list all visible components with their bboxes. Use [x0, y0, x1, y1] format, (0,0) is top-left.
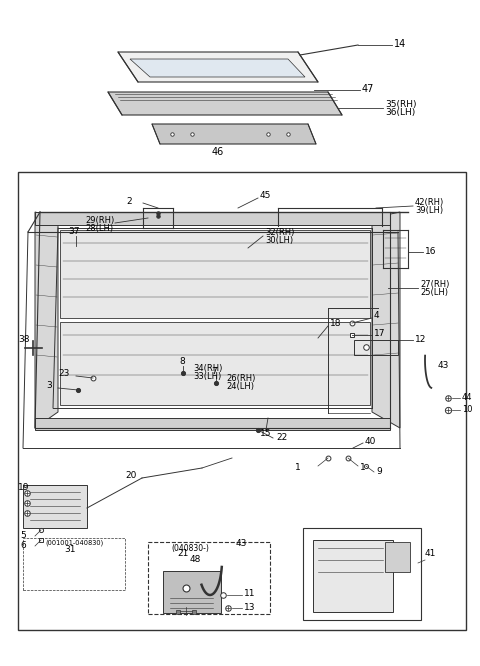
Bar: [303, 528, 421, 620]
Text: 25(LH): 25(LH): [420, 288, 448, 298]
Bar: [354, 340, 398, 355]
Text: 47: 47: [362, 84, 374, 94]
Text: 9: 9: [376, 466, 382, 476]
Polygon shape: [23, 485, 87, 528]
Bar: [18, 172, 466, 630]
Polygon shape: [118, 52, 318, 82]
Text: 29(RH): 29(RH): [85, 216, 114, 224]
Bar: [148, 542, 270, 614]
Polygon shape: [60, 230, 370, 318]
Text: 32(RH): 32(RH): [265, 228, 294, 238]
Text: 46: 46: [212, 147, 224, 157]
Polygon shape: [130, 59, 305, 77]
Text: 1: 1: [360, 464, 366, 472]
Text: 7: 7: [211, 368, 217, 376]
Text: 44: 44: [462, 392, 472, 402]
Polygon shape: [60, 322, 370, 405]
Text: 5: 5: [20, 531, 26, 539]
Text: 42(RH): 42(RH): [415, 198, 444, 208]
Text: 24(LH): 24(LH): [226, 382, 254, 390]
Text: 33(LH): 33(LH): [193, 372, 221, 380]
Text: 1: 1: [295, 464, 301, 472]
Text: 15: 15: [260, 430, 272, 438]
Bar: [163, 571, 221, 613]
Polygon shape: [108, 92, 342, 115]
Text: 31: 31: [64, 545, 76, 555]
Bar: [313, 540, 393, 612]
Text: 8: 8: [179, 358, 185, 366]
Text: 37: 37: [68, 228, 80, 236]
Text: 11: 11: [244, 589, 255, 599]
Polygon shape: [152, 124, 316, 144]
Text: 40: 40: [365, 436, 376, 446]
Text: 16: 16: [425, 246, 436, 256]
Text: 38: 38: [18, 336, 29, 344]
Text: 26(RH): 26(RH): [226, 374, 255, 382]
Text: 45: 45: [260, 192, 271, 200]
Text: 10: 10: [462, 404, 472, 414]
Text: 13: 13: [244, 603, 255, 611]
Polygon shape: [35, 212, 390, 225]
Text: 41: 41: [425, 549, 436, 557]
Text: 23: 23: [58, 370, 70, 378]
Text: (040830-): (040830-): [171, 543, 209, 553]
Text: (001001-040830): (001001-040830): [45, 539, 103, 546]
Text: 22: 22: [276, 432, 287, 442]
Bar: [23, 538, 125, 590]
Polygon shape: [35, 418, 390, 430]
Text: 36(LH): 36(LH): [385, 109, 415, 117]
Text: 30(LH): 30(LH): [265, 236, 293, 246]
Text: 35(RH): 35(RH): [385, 101, 417, 109]
Text: 39(LH): 39(LH): [415, 206, 443, 216]
Text: 14: 14: [394, 39, 406, 49]
Polygon shape: [372, 212, 400, 428]
Text: 4: 4: [374, 312, 380, 320]
Text: 27(RH): 27(RH): [420, 280, 449, 290]
Text: 34(RH): 34(RH): [193, 364, 222, 372]
Text: 6: 6: [20, 541, 26, 549]
Text: 2: 2: [126, 196, 132, 206]
Text: 20: 20: [125, 472, 136, 480]
Text: 21: 21: [177, 549, 189, 557]
Text: 28(LH): 28(LH): [85, 224, 113, 232]
Text: 17: 17: [374, 330, 385, 338]
Text: 43: 43: [236, 539, 247, 547]
Polygon shape: [35, 212, 58, 428]
Text: 43: 43: [438, 362, 449, 370]
Text: 19: 19: [18, 484, 29, 492]
Text: 18: 18: [330, 318, 341, 328]
Text: 48: 48: [189, 555, 201, 565]
Text: 12: 12: [415, 334, 426, 344]
Text: 3: 3: [46, 382, 52, 390]
Bar: [385, 542, 410, 572]
